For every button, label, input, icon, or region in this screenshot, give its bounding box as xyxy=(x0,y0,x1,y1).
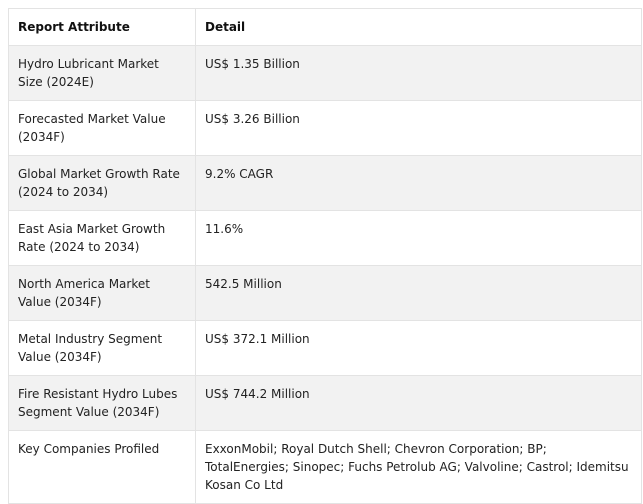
table-row: Metal Industry Segment Value (2034F) US$… xyxy=(8,320,642,376)
attribute-cell: Fire Resistant Hydro Lubes Segment Value… xyxy=(8,375,196,431)
detail-cell: US$ 744.2 Million xyxy=(195,375,642,431)
table-header-row: Report Attribute Detail xyxy=(8,8,642,46)
detail-cell: US$ 1.35 Billion xyxy=(195,45,642,101)
table-row: North America Market Value (2034F) 542.5… xyxy=(8,265,642,321)
attribute-cell: Metal Industry Segment Value (2034F) xyxy=(8,320,196,376)
attribute-cell: Global Market Growth Rate (2024 to 2034) xyxy=(8,155,196,211)
table-row: East Asia Market Growth Rate (2024 to 20… xyxy=(8,210,642,266)
detail-cell: US$ 3.26 Billion xyxy=(195,100,642,156)
attribute-cell: Hydro Lubricant Market Size (2024E) xyxy=(8,45,196,101)
detail-cell: 9.2% CAGR xyxy=(195,155,642,211)
detail-cell: ExxonMobil; Royal Dutch Shell; Chevron C… xyxy=(195,430,642,504)
column-header-attribute: Report Attribute xyxy=(8,8,196,46)
detail-cell: 542.5 Million xyxy=(195,265,642,321)
attribute-cell: East Asia Market Growth Rate (2024 to 20… xyxy=(8,210,196,266)
table-row: Hydro Lubricant Market Size (2024E) US$ … xyxy=(8,45,642,101)
table-row: Global Market Growth Rate (2024 to 2034)… xyxy=(8,155,642,211)
detail-cell: 11.6% xyxy=(195,210,642,266)
report-attributes-table: Report Attribute Detail Hydro Lubricant … xyxy=(8,8,642,504)
table-row: Fire Resistant Hydro Lubes Segment Value… xyxy=(8,375,642,431)
table-row: Forecasted Market Value (2034F) US$ 3.26… xyxy=(8,100,642,156)
detail-cell: US$ 372.1 Million xyxy=(195,320,642,376)
column-header-detail: Detail xyxy=(195,8,642,46)
attribute-cell: Key Companies Profiled xyxy=(8,430,196,504)
attribute-cell: Forecasted Market Value (2034F) xyxy=(8,100,196,156)
attribute-cell: North America Market Value (2034F) xyxy=(8,265,196,321)
table-row: Key Companies Profiled ExxonMobil; Royal… xyxy=(8,430,642,504)
